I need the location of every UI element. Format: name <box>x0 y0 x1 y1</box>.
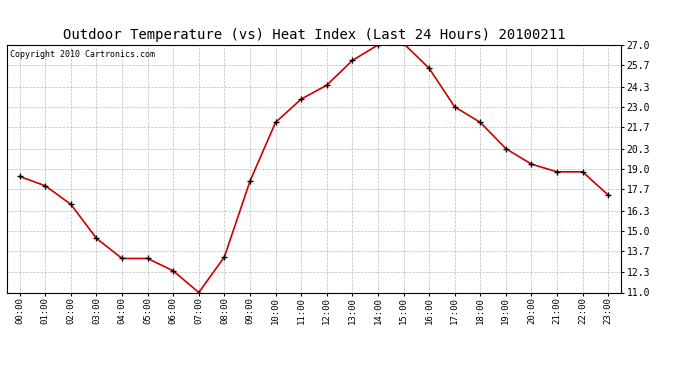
Text: Copyright 2010 Cartronics.com: Copyright 2010 Cartronics.com <box>10 50 155 59</box>
Title: Outdoor Temperature (vs) Heat Index (Last 24 Hours) 20100211: Outdoor Temperature (vs) Heat Index (Las… <box>63 28 565 42</box>
